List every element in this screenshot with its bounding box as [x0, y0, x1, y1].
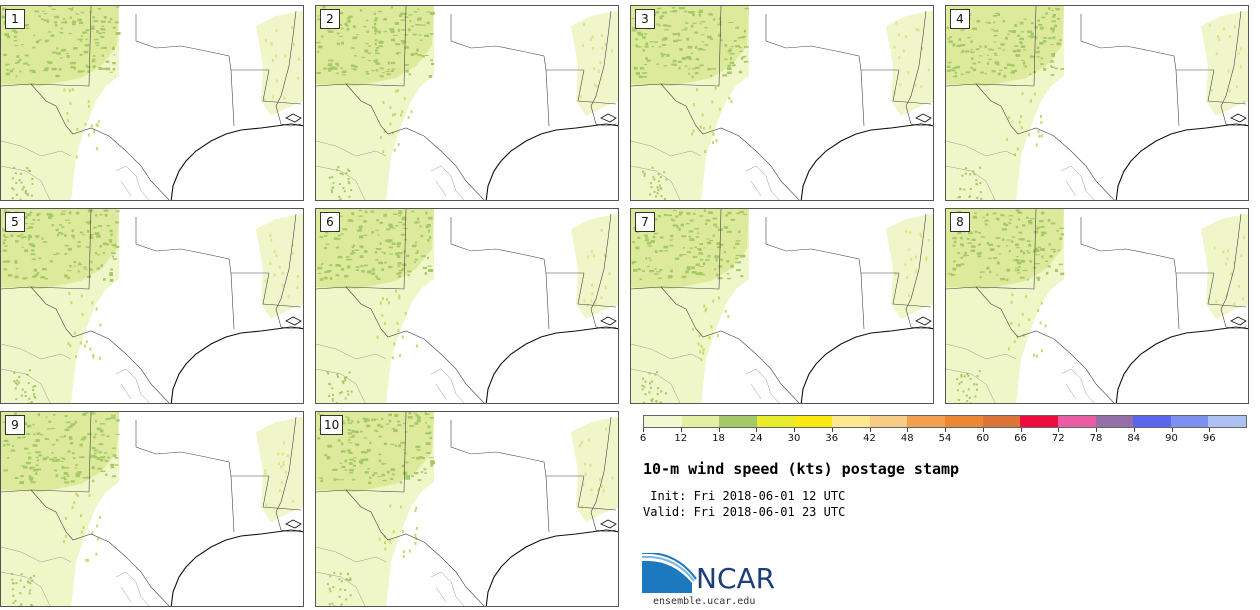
map-canvas — [316, 209, 618, 403]
colorbar-tickmark — [831, 428, 833, 432]
map-canvas — [946, 6, 1248, 200]
colorbar-segment — [1020, 416, 1058, 427]
colorbar-tick-label: 42 — [863, 433, 876, 444]
colorbar-tick-label: 54 — [938, 433, 952, 444]
colorbar-segment — [756, 416, 795, 427]
member-number-label: 5 — [5, 212, 25, 232]
map-canvas — [316, 412, 618, 606]
colorbar-segment — [1095, 416, 1134, 427]
init-time: Init: Fri 2018-06-01 12 UTC — [643, 489, 846, 503]
colorbar-tickmark — [945, 428, 946, 432]
colorbar-tick-label: 30 — [787, 433, 801, 444]
colorbar-tickmark — [1058, 428, 1060, 432]
colorbar-tickmark — [718, 428, 720, 432]
wind-speed-colorbar — [643, 415, 1247, 428]
ncar-logo-icon — [642, 553, 697, 593]
chart-title: 10-m wind speed (kts) postage stamp — [643, 460, 960, 478]
postage-stamp-panel: 5 — [0, 208, 304, 404]
colorbar-tick-label: 6 — [639, 433, 647, 444]
colorbar-segment — [719, 416, 757, 427]
member-number-label: 10 — [320, 415, 344, 435]
colorbar-segment — [1208, 416, 1246, 427]
member-number-label: 1 — [5, 9, 25, 29]
postage-stamp-panel: 7 — [630, 208, 934, 404]
colorbar-segment — [832, 416, 870, 427]
colorbar-tick-label: 60 — [976, 433, 990, 444]
map-canvas — [631, 6, 933, 200]
colorbar-tickmark — [1209, 428, 1211, 432]
map-canvas — [1, 6, 303, 200]
postage-stamp-panel: 10 — [315, 411, 619, 607]
map-canvas — [1, 209, 303, 403]
map-canvas — [1, 412, 303, 606]
colorbar-segment — [644, 416, 682, 427]
colorbar-tick-label: 84 — [1127, 433, 1141, 444]
colorbar-segment — [869, 416, 908, 427]
colorbar-tickmark — [1133, 428, 1135, 432]
member-number-label: 8 — [950, 212, 970, 232]
member-number-label: 4 — [950, 9, 970, 29]
colorbar-tickmark — [680, 428, 682, 432]
colorbar-segment — [1170, 416, 1209, 427]
colorbar-tick-label: 78 — [1089, 433, 1103, 444]
colorbar-tickmark — [1020, 428, 1022, 432]
colorbar-tick-label: 36 — [825, 433, 839, 444]
member-number-label: 2 — [320, 9, 340, 29]
colorbar-segment — [681, 416, 720, 427]
colorbar-tickmark — [756, 428, 758, 432]
colorbar-segment — [907, 416, 945, 427]
map-canvas — [946, 209, 1248, 403]
postage-stamp-panel: 4 — [945, 5, 1249, 201]
colorbar-tickmark — [794, 428, 795, 432]
colorbar-tickmark — [869, 428, 871, 432]
colorbar-tickmark — [1096, 428, 1097, 432]
colorbar-tick-label: 96 — [1202, 433, 1216, 444]
colorbar-tickmark — [982, 428, 984, 432]
postage-stamp-panel: 6 — [315, 208, 619, 404]
member-number-label: 3 — [635, 9, 655, 29]
colorbar-tickmark — [1171, 428, 1173, 432]
ncar-logo-text: NCAR — [696, 562, 776, 595]
map-canvas — [631, 209, 933, 403]
colorbar-tick-label: 72 — [1051, 433, 1065, 444]
map-canvas — [316, 6, 618, 200]
member-number-label: 6 — [320, 212, 340, 232]
colorbar-tickmark — [907, 428, 909, 432]
colorbar-tick-label: 90 — [1165, 433, 1178, 444]
colorbar-tick-label: 12 — [674, 433, 688, 444]
colorbar-tick-labels: 6 12 18 24 30 36 42 48 54 60 66 72 78 84 90 96 — [639, 428, 1247, 448]
colorbar-segment — [794, 416, 833, 427]
postage-stamp-panel: 8 — [945, 208, 1249, 404]
postage-stamp-panel: 9 — [0, 411, 304, 607]
colorbar-segment — [982, 416, 1021, 427]
member-number-label: 9 — [5, 415, 25, 435]
postage-stamp-panel: 1 — [0, 5, 304, 201]
colorbar-segment — [1133, 416, 1171, 427]
postage-stamp-panel: 3 — [630, 5, 934, 201]
valid-time: Valid: Fri 2018-06-01 23 UTC — [643, 505, 846, 519]
ncar-url: ensemble.ucar.edu — [653, 596, 756, 607]
colorbar-tickmark — [643, 428, 644, 432]
colorbar-tick-label: 18 — [712, 433, 725, 444]
postage-stamp-panel: 2 — [315, 5, 619, 201]
colorbar-segment — [945, 416, 983, 427]
colorbar-tick-label: 66 — [1014, 433, 1027, 444]
colorbar-tick-label: 24 — [749, 433, 763, 444]
colorbar-segment — [1057, 416, 1096, 427]
member-number-label: 7 — [635, 212, 655, 232]
colorbar-tick-label: 48 — [900, 433, 914, 444]
